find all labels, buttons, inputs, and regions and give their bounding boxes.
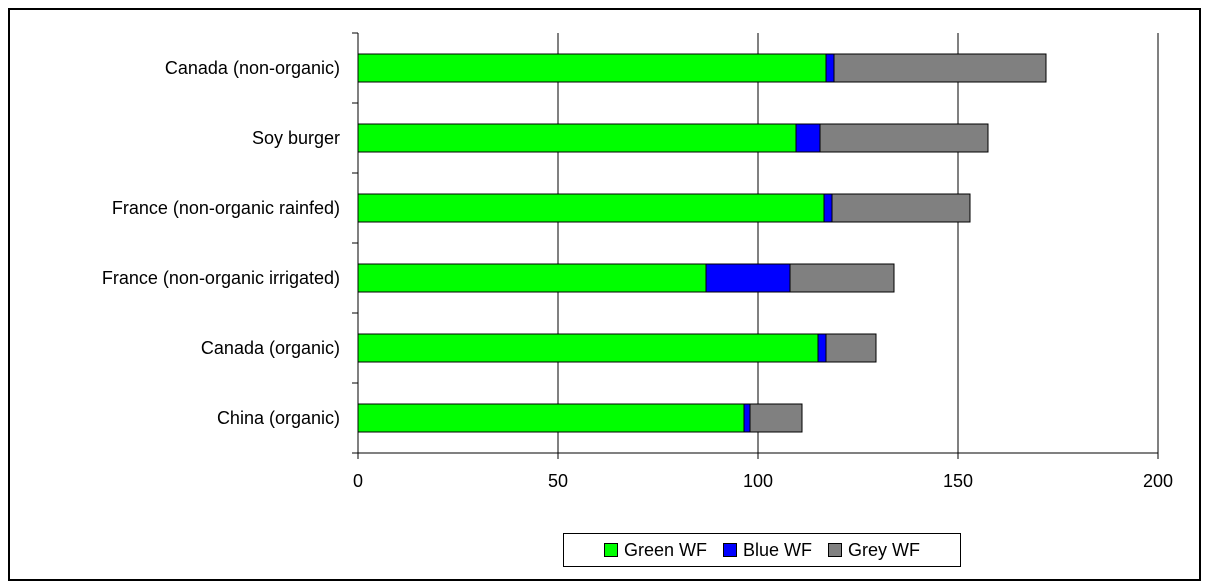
legend-item-blue-wf: Blue WF: [723, 540, 812, 561]
bar-grey-wf: [825, 333, 877, 363]
category-label: Soy burger: [252, 128, 340, 148]
x-tick-label: 150: [943, 471, 973, 491]
labels: 0 50 100 150 200 Canada (non-organic) Soy burg…: [102, 58, 1173, 491]
bar-grey-wf: [833, 53, 1047, 83]
bar-green-wf: [357, 263, 707, 293]
x-tick-label: 200: [1143, 471, 1173, 491]
bar-blue-wf: [743, 403, 751, 433]
legend-label-blue-wf: Blue WF: [743, 539, 813, 560]
bar-grey-wf: [789, 263, 895, 293]
legend-label-grey-wf: Grey WF: [848, 539, 921, 560]
legend: Green WF Blue WF Grey WF: [563, 533, 961, 567]
bar-blue-wf: [795, 123, 821, 153]
bar-green-wf: [357, 53, 827, 83]
bars: [357, 53, 1047, 433]
bar-grey-wf: [819, 123, 989, 153]
bar-blue-wf: [817, 333, 827, 363]
x-tick-label: 0: [353, 471, 363, 491]
axes: [352, 32, 1159, 459]
x-tick-label: 50: [548, 471, 568, 491]
legend-swatch-green-wf: [603, 543, 618, 557]
legend-item-green-wf: Green WF: [603, 539, 707, 561]
x-tick-label: 100: [743, 471, 773, 491]
bar-blue-wf: [823, 193, 833, 223]
bar-blue-wf: [825, 53, 835, 83]
category-label: France (non-organic irrigated): [102, 268, 340, 288]
bar-green-wf: [357, 403, 745, 433]
bar-green-wf: [357, 333, 819, 363]
bar-grey-wf: [831, 193, 971, 223]
category-label: Canada (organic): [201, 338, 340, 358]
legend-swatch-blue-wf: [723, 543, 737, 557]
chart-frame: [8, 8, 1201, 581]
bar-blue-wf: [705, 263, 791, 293]
bar-green-wf: [357, 193, 825, 223]
legend-label-green-wf: Green WF: [623, 539, 707, 560]
bar-grey-wf: [749, 403, 803, 433]
gridlines: [557, 33, 1159, 453]
bar-green-wf: [357, 123, 797, 153]
legend-swatch-grey-wf: [828, 543, 843, 557]
category-label: France (non-organic rainfed): [112, 198, 340, 218]
category-label: China (organic): [217, 408, 340, 428]
category-label: Canada (non-organic): [165, 58, 340, 78]
legend-item-grey-wf: Grey WF: [828, 540, 920, 561]
